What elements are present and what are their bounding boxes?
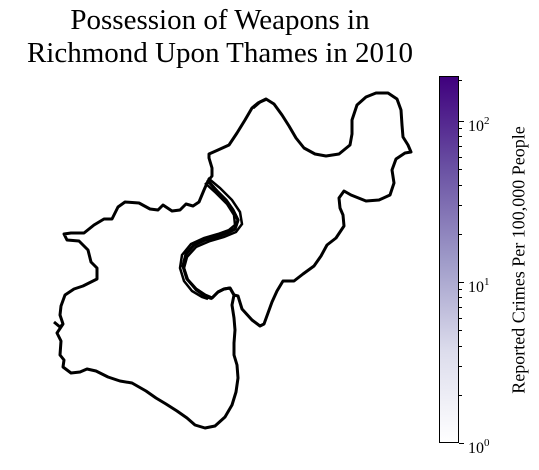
colorbar-tick-minor [459, 169, 462, 170]
colorbar [439, 76, 459, 443]
colorbar-tick-minor [459, 395, 462, 396]
river-thames-north-bank [182, 177, 244, 301]
colorbar-tick-minor [459, 185, 462, 186]
colorbar-tick-minor [459, 136, 462, 137]
western-boundary-spur [53, 320, 65, 330]
borough-outline-east [181, 91, 413, 328]
borough-map [53, 91, 413, 430]
colorbar-tick-minor [459, 297, 462, 298]
borough-outline-west [55, 179, 240, 430]
colorbar-tick-major [459, 121, 464, 122]
colorbar-tick-minor [459, 146, 462, 147]
colorbar-tick-minor [459, 346, 462, 347]
title-line-2: Richmond Upon Thames in 2010 [26, 37, 414, 69]
colorbar-label: Reported Crimes Per 100,000 People [508, 126, 529, 394]
colorbar-tick-minor [459, 330, 462, 331]
colorbar-gradient [440, 77, 458, 442]
river-thames-south-bank [178, 182, 237, 301]
colorbar-tick-minor [459, 318, 462, 319]
colorbar-tick-minor [459, 157, 462, 158]
colorbar-tick-minor [459, 128, 462, 129]
colorbar-tick-label-2: 102 [468, 115, 490, 135]
colorbar-tick-minor [459, 307, 462, 308]
northern-boundary-detail [252, 97, 268, 110]
colorbar-tick-label-0: 100 [468, 437, 490, 457]
colorbar-tick-minor [459, 289, 462, 290]
colorbar-tick-minor [459, 234, 462, 235]
colorbar-tick-minor [459, 366, 462, 367]
colorbar-tick-minor [459, 80, 462, 81]
colorbar-tick-major [459, 443, 464, 444]
chart-title: Possession of Weapons in Richmond Upon T… [0, 4, 440, 70]
colorbar-tick-minor [459, 205, 462, 206]
colorbar-tick-label-1: 101 [468, 276, 490, 296]
colorbar-tick-major [459, 282, 464, 283]
title-line-1: Possession of Weapons in [70, 4, 370, 36]
